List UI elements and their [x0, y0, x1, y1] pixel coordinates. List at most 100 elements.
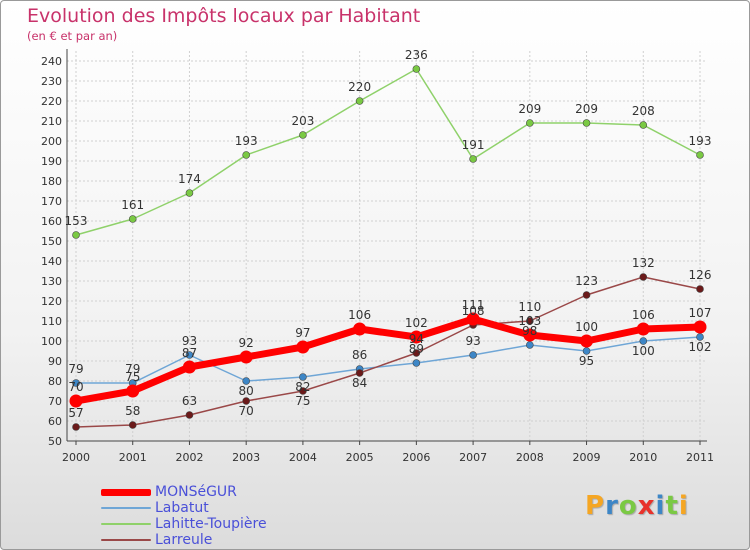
data-label: 209	[575, 102, 598, 116]
data-point	[353, 322, 367, 336]
data-label: 87	[182, 346, 197, 360]
data-label: 193	[689, 134, 712, 148]
data-point	[69, 394, 83, 408]
chart-subtitle: (en € et par an)	[27, 29, 118, 43]
logo-letter: i	[655, 491, 666, 521]
data-label: 70	[68, 380, 83, 394]
x-tick-label: 2001	[119, 451, 147, 464]
x-tick-label: 2011	[686, 451, 714, 464]
data-point	[526, 119, 534, 127]
legend-label: Larreule	[155, 532, 213, 548]
y-tick-label: 170	[41, 195, 62, 208]
y-tick-label: 220	[41, 95, 62, 108]
y-tick-label: 230	[41, 75, 62, 88]
data-label: 58	[125, 404, 140, 418]
y-tick-label: 140	[41, 255, 62, 268]
data-label: 111	[462, 298, 485, 312]
data-label: 98	[522, 324, 537, 338]
grid	[67, 51, 707, 442]
data-label: 100	[575, 320, 598, 334]
data-label: 161	[121, 198, 144, 212]
logo-letter: t	[665, 491, 679, 521]
data-label: 92	[239, 336, 254, 350]
data-point	[469, 351, 477, 359]
data-label: 236	[405, 48, 428, 62]
y-tick-label: 100	[41, 335, 62, 348]
chart-title: Evolution des Impôts locaux par Habitant	[27, 5, 421, 27]
data-point	[696, 285, 704, 293]
logo-letter: i	[678, 491, 689, 521]
data-point	[239, 350, 253, 364]
data-label: 106	[632, 308, 655, 322]
data-label: 80	[239, 384, 254, 398]
data-point	[466, 312, 480, 326]
data-point	[185, 351, 194, 359]
legend-swatch	[101, 523, 151, 525]
data-point	[693, 320, 707, 334]
data-label: 75	[295, 394, 310, 408]
legend-swatch	[101, 489, 151, 496]
data-point	[72, 231, 80, 239]
x-tick-label: 2006	[402, 451, 430, 464]
y-tick-label: 200	[41, 135, 62, 148]
data-point	[355, 97, 364, 105]
data-label: 95	[579, 354, 594, 368]
y-tick-label: 150	[41, 235, 62, 248]
legend-swatch	[101, 507, 151, 509]
data-point	[242, 377, 250, 385]
legend-swatch	[101, 539, 151, 541]
proxiti-logo: Proxiti	[585, 491, 689, 521]
x-tick-label: 2008	[516, 451, 544, 464]
data-point	[126, 384, 140, 398]
x-tick-label: 2004	[289, 451, 317, 464]
data-point	[412, 349, 421, 357]
data-label: 108	[462, 304, 485, 318]
data-point	[526, 317, 534, 325]
data-point	[185, 189, 194, 197]
data-label: 63	[182, 394, 197, 408]
data-point	[128, 421, 137, 429]
data-point	[185, 411, 194, 419]
data-point	[299, 131, 307, 139]
y-tick-label: 240	[41, 55, 62, 68]
x-tick-label: 2000	[62, 451, 90, 464]
data-point	[696, 151, 704, 159]
legend-label: MONSéGUR	[155, 484, 237, 500]
series-group	[69, 65, 707, 431]
x-tick-label: 2005	[346, 451, 374, 464]
data-label: 126	[689, 268, 712, 282]
data-label: 100	[632, 344, 655, 358]
logo-letter: o	[618, 491, 638, 521]
data-label: 191	[462, 138, 485, 152]
data-point	[526, 341, 534, 349]
data-point	[412, 359, 421, 367]
data-label: 174	[178, 172, 201, 186]
data-point	[582, 119, 591, 127]
series-line	[75, 276, 701, 428]
data-label: 57	[68, 406, 83, 420]
y-tick-label: 110	[41, 315, 62, 328]
logo-letter: P	[585, 491, 606, 521]
data-point	[182, 360, 196, 374]
y-tick-label: 60	[48, 415, 62, 428]
y-tick-label: 50	[48, 435, 62, 448]
data-point	[299, 373, 307, 381]
y-tick-label: 180	[41, 175, 62, 188]
logo-letter: x	[637, 491, 656, 521]
data-label: 82	[295, 380, 310, 394]
y-tick-label: 210	[41, 115, 62, 128]
data-label: 106	[348, 308, 371, 322]
data-labels: 70 75 87 92 97 106 102 111 103 100 106 107 79 79 93 80 8…	[65, 48, 712, 420]
x-tick-label: 2007	[459, 451, 487, 464]
data-label: 208	[632, 104, 655, 118]
data-point	[523, 328, 537, 342]
data-point	[636, 322, 650, 336]
data-label: 93	[182, 334, 197, 348]
series-line	[75, 336, 701, 384]
y-tick-label: 160	[41, 215, 62, 228]
data-label: 110	[518, 300, 541, 314]
data-label: 153	[65, 214, 88, 228]
data-label: 79	[125, 362, 140, 376]
data-point	[639, 273, 648, 281]
